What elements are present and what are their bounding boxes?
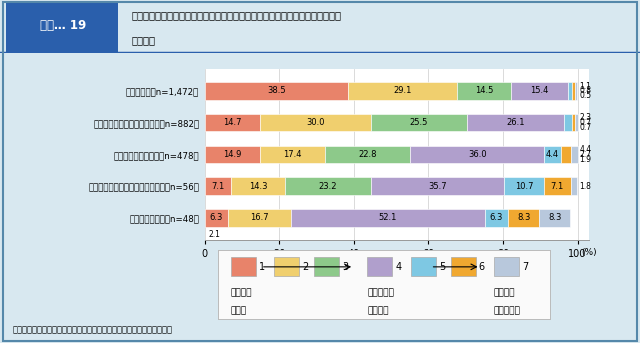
Bar (274, 257, 299, 276)
Bar (451, 257, 476, 276)
Bar (231, 257, 256, 276)
Text: 30.0: 30.0 (307, 118, 324, 127)
Text: 0.8: 0.8 (579, 86, 591, 95)
Text: 16.7: 16.7 (250, 213, 269, 222)
Text: 7.1: 7.1 (550, 181, 564, 191)
Text: 2: 2 (303, 262, 308, 272)
Text: 7.1: 7.1 (211, 181, 225, 191)
Bar (467, 114, 564, 131)
Bar (371, 114, 467, 131)
Bar (540, 209, 570, 227)
Text: 全く当て: 全く当て (494, 289, 515, 298)
Bar (457, 82, 511, 99)
Bar (410, 146, 545, 163)
Text: 5: 5 (439, 262, 445, 272)
Text: との関係: との関係 (131, 35, 155, 45)
Bar (367, 257, 392, 276)
Text: 22.8: 22.8 (358, 150, 377, 159)
Text: 15.4: 15.4 (531, 86, 548, 95)
Text: 4.4: 4.4 (546, 150, 559, 159)
Text: どちらとも: どちらとも (367, 289, 394, 298)
Bar (371, 177, 504, 195)
Bar (260, 114, 371, 131)
Text: 26.1: 26.1 (506, 118, 524, 127)
Text: 1.1: 1.1 (579, 82, 591, 91)
Text: 8.3: 8.3 (548, 213, 561, 222)
Bar (575, 82, 577, 99)
Bar (260, 146, 325, 163)
Text: 14.7: 14.7 (223, 118, 241, 127)
Bar (544, 177, 570, 195)
Bar (564, 114, 572, 131)
Text: よく当て: よく当て (231, 289, 252, 298)
Bar (572, 114, 575, 131)
Text: 2.7: 2.7 (579, 150, 591, 159)
Text: 23.2: 23.2 (319, 181, 337, 191)
Text: 38.5: 38.5 (268, 86, 286, 95)
Text: 10.7: 10.7 (515, 181, 533, 191)
Text: 3: 3 (342, 262, 349, 272)
Text: 0.7: 0.7 (579, 123, 591, 132)
Bar (228, 209, 291, 227)
Bar (205, 146, 260, 163)
Bar (570, 177, 577, 195)
Text: 14.9: 14.9 (223, 150, 242, 159)
Bar (508, 209, 540, 227)
Text: 35.7: 35.7 (428, 181, 447, 191)
Bar (314, 257, 339, 276)
Bar (504, 177, 544, 195)
Text: 8.3: 8.3 (517, 213, 531, 222)
Bar (571, 146, 578, 163)
Text: 1.9: 1.9 (579, 155, 591, 164)
Text: 29.1: 29.1 (394, 86, 412, 95)
Bar (348, 82, 457, 99)
Bar (291, 209, 484, 227)
Text: 17.4: 17.4 (284, 150, 302, 159)
Bar (205, 114, 260, 131)
Text: 資料：内閣府「食育の現状と意識に関する調査」（平成２１年１２月）: 資料：内閣府「食育の現状と意識に関する調査」（平成２１年１２月） (13, 326, 173, 334)
Text: 2.3: 2.3 (579, 113, 591, 122)
Text: 14.3: 14.3 (249, 181, 267, 191)
Bar (411, 257, 436, 276)
Text: 14.5: 14.5 (475, 86, 493, 95)
Text: (%): (%) (581, 248, 597, 257)
Text: 0.7: 0.7 (579, 118, 591, 127)
Text: 6: 6 (479, 262, 485, 272)
Text: 1: 1 (259, 262, 266, 272)
Text: 図表… 19: 図表… 19 (40, 19, 86, 32)
Text: 6.3: 6.3 (490, 213, 503, 222)
Text: 4.4: 4.4 (579, 145, 591, 154)
Bar (494, 257, 519, 276)
FancyBboxPatch shape (6, 1, 118, 52)
Text: 2.1: 2.1 (208, 229, 220, 239)
Bar (325, 146, 410, 163)
Text: はまらない: はまらない (494, 307, 521, 316)
Text: 1.8: 1.8 (579, 181, 591, 191)
Bar (545, 146, 561, 163)
Text: 6.3: 6.3 (210, 213, 223, 222)
Text: 0.5: 0.5 (579, 91, 591, 100)
Bar (205, 209, 228, 227)
Text: 「著子の雰囲気は明るい」と「私の日常生活は、喜びと満足を与えてくれる」: 「著子の雰囲気は明るい」と「私の日常生活は、喜びと満足を与えてくれる」 (131, 10, 341, 20)
Bar (285, 177, 371, 195)
Text: 52.1: 52.1 (378, 213, 397, 222)
Bar (231, 177, 285, 195)
Text: いえない: いえない (367, 307, 389, 316)
Bar (484, 209, 508, 227)
Text: 7: 7 (522, 262, 529, 272)
Bar (561, 146, 571, 163)
Text: 4: 4 (396, 262, 402, 272)
Text: 25.5: 25.5 (410, 118, 428, 127)
Text: はまる: はまる (231, 307, 247, 316)
Bar (568, 82, 572, 99)
Bar (575, 114, 578, 131)
Bar (572, 82, 575, 99)
Bar (205, 82, 348, 99)
Text: 36.0: 36.0 (468, 150, 486, 159)
Bar (511, 82, 568, 99)
Bar (205, 177, 231, 195)
